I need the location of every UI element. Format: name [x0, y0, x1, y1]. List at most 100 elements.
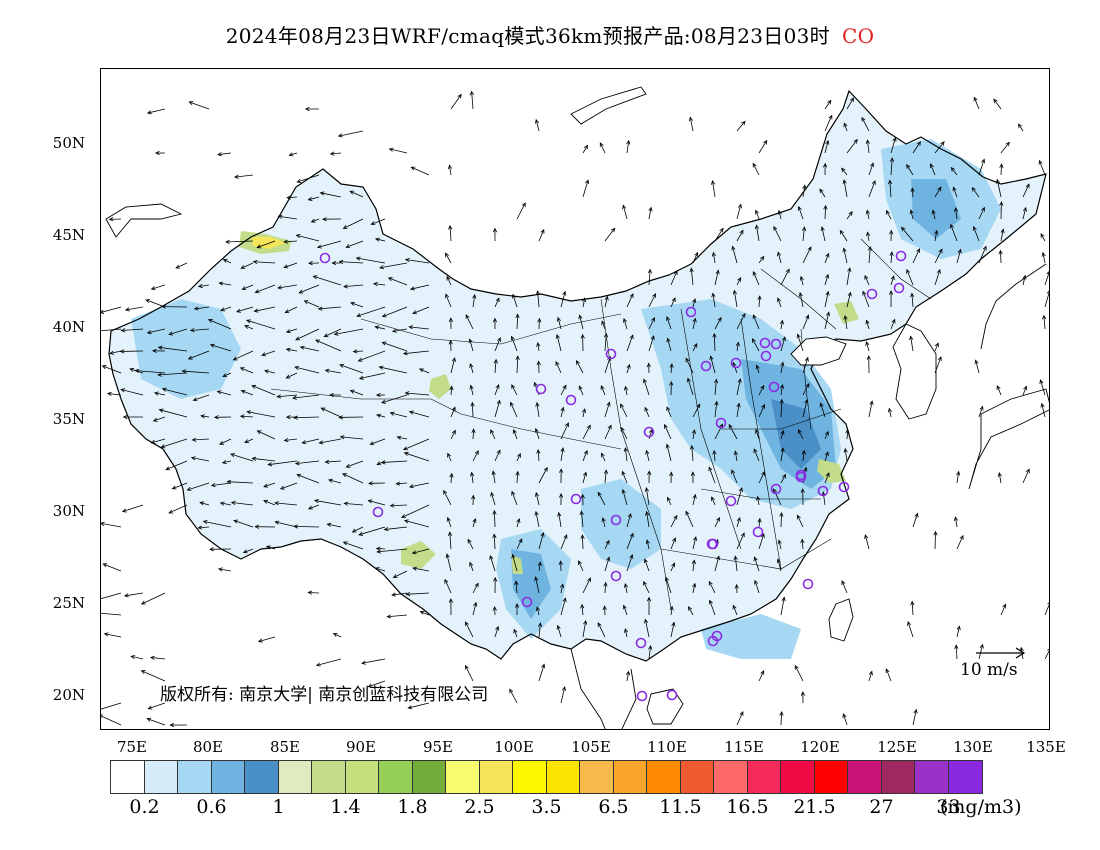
wind-arrow	[395, 481, 408, 486]
wind-arrow	[331, 260, 342, 266]
wind-arrow	[578, 560, 584, 572]
wind-arrow	[732, 604, 738, 616]
wind-arrow	[620, 426, 628, 440]
wind-arrow	[378, 365, 408, 374]
wind-arrow	[802, 382, 810, 396]
wind-arrow	[283, 438, 298, 443]
wind-arrow	[648, 335, 655, 352]
wind-arrow	[444, 578, 452, 594]
station-marker	[605, 348, 617, 360]
wind-arrow	[802, 184, 807, 198]
wind-arrow	[823, 204, 828, 220]
wind-arrow	[692, 493, 697, 506]
wind-arrow	[103, 632, 122, 638]
wind-arrow	[467, 538, 474, 550]
wind-arrow	[732, 289, 738, 308]
wind-arrow	[645, 510, 650, 528]
wind-arrow	[267, 460, 298, 467]
wind-arrow	[374, 237, 386, 242]
wind-arrow	[1000, 603, 1007, 616]
wind-arrow	[307, 196, 320, 201]
wind-arrow	[801, 226, 807, 242]
colorbar-swatch	[647, 761, 681, 793]
wind-arrow	[469, 384, 474, 396]
wind-arrow	[736, 487, 743, 506]
colorbar-swatch	[245, 761, 279, 793]
wind-arrow	[149, 655, 166, 660]
wind-arrow	[953, 207, 959, 220]
colorbar-swatch	[111, 761, 145, 793]
map-canvas	[101, 86, 1049, 729]
wind-arrow	[736, 402, 741, 418]
wind-arrow	[597, 491, 606, 506]
wind-arrow	[820, 226, 826, 242]
wind-arrow	[293, 415, 320, 420]
wind-arrow	[623, 628, 629, 638]
wind-arrow	[824, 290, 830, 308]
wind-arrow	[352, 349, 364, 354]
wind-arrow	[866, 355, 871, 374]
wind-arrow	[140, 592, 166, 605]
wind-arrow	[667, 496, 672, 506]
station-marker	[700, 360, 712, 372]
wind-arrow	[326, 522, 342, 528]
wind-arrow	[868, 179, 876, 198]
lat-label-25: 25N	[52, 594, 85, 612]
province-border	[721, 408, 842, 430]
wind-arrow	[753, 448, 760, 462]
wind-arrow	[511, 553, 518, 572]
wind-arrow	[465, 314, 474, 330]
map-frame[interactable]	[100, 68, 1050, 730]
wind-arrow	[600, 452, 606, 462]
wind-arrow	[733, 555, 738, 572]
wind-arrow	[350, 301, 364, 308]
wind-arrow	[910, 600, 915, 616]
wind-arrow	[187, 350, 210, 360]
wind-arrow	[708, 466, 716, 484]
land-light-fill	[109, 91, 1046, 661]
colorbar-label: 21.5	[793, 796, 836, 818]
colorbar-swatch	[948, 761, 982, 793]
wind-arrow	[161, 304, 188, 309]
wind-arrow	[555, 361, 562, 374]
wind-arrow	[846, 291, 852, 308]
wind-arrow	[1044, 602, 1049, 616]
wind-arrow	[1000, 228, 1005, 242]
station-marker	[521, 596, 533, 608]
wind-arrow	[758, 255, 765, 264]
wind-arrow	[956, 470, 961, 484]
lon-label-100: 100E	[494, 738, 534, 756]
station-marker	[570, 493, 582, 505]
wind-arrow	[623, 385, 629, 396]
wind-arrow	[233, 174, 254, 179]
wind-arrow	[1022, 274, 1027, 286]
wind-arrow	[153, 391, 166, 396]
wind-arrow	[472, 517, 477, 528]
wind-arrow	[664, 576, 672, 594]
wind-arrow	[558, 492, 564, 506]
lat-label-35: 35N	[52, 410, 85, 428]
wind-arrow	[887, 179, 893, 198]
wind-arrow	[621, 470, 628, 484]
wind-arrow	[492, 227, 498, 242]
wind-arrow	[889, 229, 894, 242]
wind-arrow	[666, 316, 672, 330]
colorbar-swatch	[781, 761, 815, 793]
wind-arrow	[404, 257, 430, 264]
wind-arrow	[147, 702, 166, 710]
wind-arrow	[383, 526, 408, 532]
wind-arrow	[643, 580, 650, 594]
wind-arrow	[691, 429, 696, 440]
wind-arrow	[251, 384, 276, 396]
colorbar-label: 3.5	[531, 796, 562, 818]
wind-arrow	[154, 150, 166, 156]
wind-arrow	[755, 364, 760, 374]
wind-arrow	[494, 625, 500, 638]
wind-arrow	[557, 511, 562, 528]
wind-arrow	[780, 361, 785, 374]
wind-arrow	[230, 500, 254, 506]
wind-arrow	[252, 259, 276, 265]
wind-arrow	[210, 482, 232, 488]
wind-arrow	[492, 317, 498, 330]
wind-arrow	[283, 239, 298, 244]
